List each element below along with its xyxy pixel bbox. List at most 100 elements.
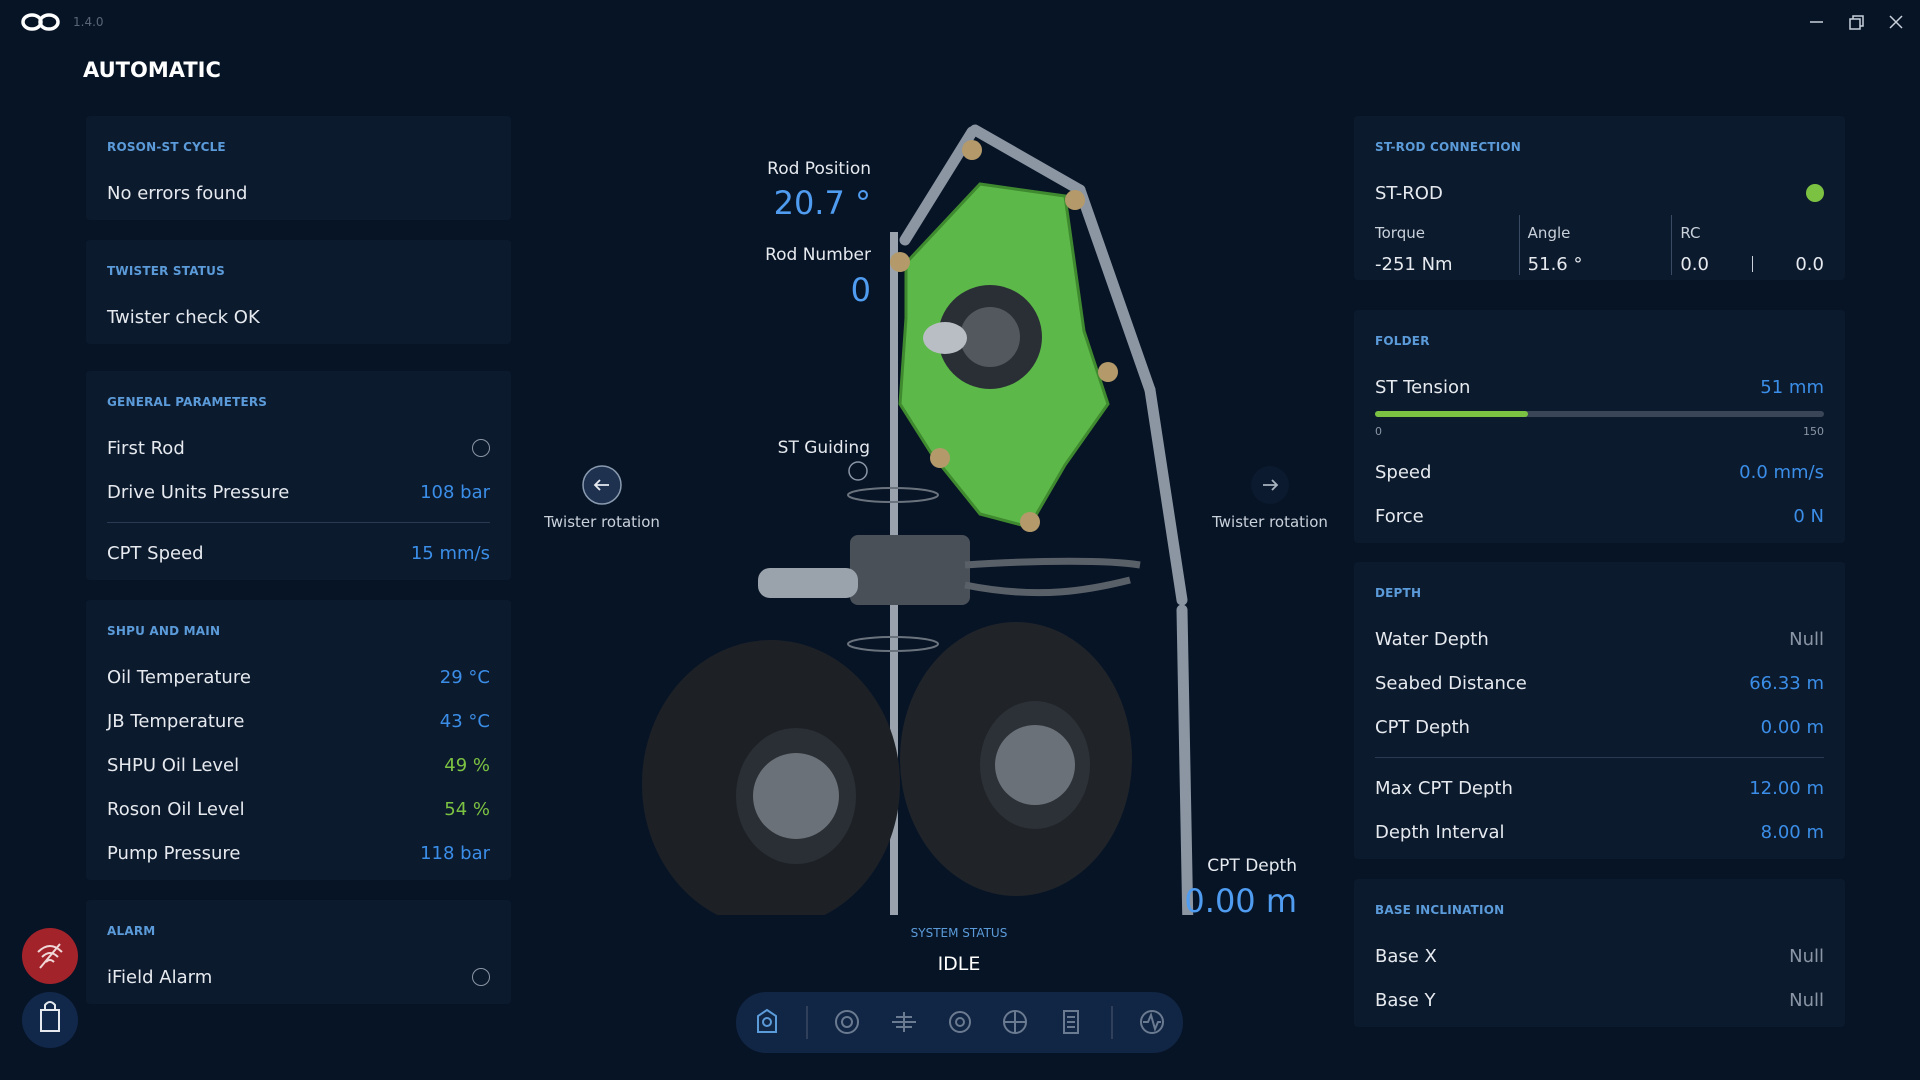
parameter-label: No errors found bbox=[107, 182, 248, 204]
parameter-label: iField Alarm bbox=[107, 966, 213, 988]
parameter-value: Null bbox=[1789, 628, 1824, 650]
metric-value-row: 51.6 ° bbox=[1528, 254, 1672, 275]
panel-body: Twister check OK bbox=[107, 295, 490, 339]
parameter-row: Max CPT Depth 12.00 m bbox=[1375, 766, 1824, 810]
parameter-row: CPT Speed 15 mm/s bbox=[107, 531, 490, 575]
panel: GENERAL PARAMETERS First Rod Drive Units P… bbox=[86, 371, 511, 580]
parameter-value: 0.00 m bbox=[1760, 716, 1824, 738]
gauge-scale: 0 150 bbox=[1375, 425, 1824, 450]
panel-title: ALARM bbox=[107, 924, 156, 938]
parameter-label: First Rod bbox=[107, 437, 185, 459]
panel-body: Water Depth Null Seabed Distance 66.33 m CPT… bbox=[1375, 617, 1824, 854]
twister-left-button[interactable] bbox=[582, 465, 622, 505]
gauge-max: 150 bbox=[1803, 425, 1824, 438]
parameter-value: 8.00 m bbox=[1760, 821, 1824, 843]
parameter-value: Null bbox=[1789, 989, 1824, 1011]
panel-body: Base X Null Base Y Null bbox=[1375, 934, 1824, 1022]
metric-value-row: -251 Nm bbox=[1375, 254, 1519, 275]
panel-body: Oil Temperature 29 °C JB Temperature 43 °C S… bbox=[107, 655, 490, 875]
parameter-value: 66.33 m bbox=[1749, 672, 1824, 694]
metric-label: RC bbox=[1680, 224, 1701, 242]
toolbar-gear[interactable] bbox=[949, 1011, 971, 1033]
parameter-row: Oil Temperature 29 °C bbox=[107, 655, 490, 699]
panel-title: FOLDER bbox=[1375, 334, 1430, 348]
metric-value: 0.0 bbox=[1680, 254, 1709, 275]
toolbar bbox=[736, 992, 1183, 1053]
restore-button[interactable] bbox=[1849, 15, 1864, 30]
panel: ST-ROD CONNECTION ST-ROD Torque -251 Nm Angl… bbox=[1354, 116, 1845, 280]
parameter-label: Base X bbox=[1375, 945, 1437, 967]
row-group: iField Alarm bbox=[107, 955, 490, 999]
logo bbox=[21, 13, 60, 31]
parameter-row: iField Alarm bbox=[107, 955, 490, 999]
parameter-label: Roson Oil Level bbox=[107, 798, 245, 820]
parameter-value: 12.00 m bbox=[1749, 777, 1824, 799]
panel: TWISTER STATUS Twister check OK bbox=[86, 240, 511, 344]
parameter-label: Speed bbox=[1375, 461, 1432, 483]
parameter-value: Null bbox=[1789, 945, 1824, 967]
st-guiding-indicator bbox=[848, 461, 868, 481]
toolbar-twister[interactable] bbox=[1003, 1010, 1027, 1034]
metric: Angle 51.6 ° bbox=[1518, 215, 1672, 275]
st-guiding-label: ST Guiding bbox=[777, 438, 870, 458]
parameter-label: CPT Depth bbox=[1375, 716, 1470, 738]
metric-value-row: 0.0 0.0 bbox=[1680, 254, 1824, 275]
row-group: Speed 0.0 mm/s Force 0 N bbox=[1375, 450, 1824, 538]
parameter-label: JB Temperature bbox=[107, 710, 245, 732]
twister-left-label: Twister rotation bbox=[544, 513, 660, 531]
parameter-value: 29 °C bbox=[439, 666, 490, 688]
twister-right-button[interactable] bbox=[1251, 466, 1289, 504]
rod-number-value: 0 bbox=[850, 271, 871, 309]
metric-value: 0.0 bbox=[1795, 254, 1824, 275]
toolbar-diagnostics[interactable] bbox=[1140, 1010, 1164, 1034]
panel-title: DEPTH bbox=[1375, 586, 1422, 600]
system-status-value: IDLE bbox=[937, 953, 981, 975]
toggle[interactable] bbox=[472, 439, 490, 457]
parameter-label: CPT Speed bbox=[107, 542, 204, 564]
panel-title: ST-ROD CONNECTION bbox=[1375, 140, 1522, 154]
toggle[interactable] bbox=[472, 968, 490, 986]
parameter-row: Force 0 N bbox=[1375, 494, 1824, 538]
twister-right-label: Twister rotation bbox=[1212, 513, 1328, 531]
panel-body: ST Tension 51 mm 0 150 Speed 0.0 mm/s Force 0 N bbox=[1375, 365, 1824, 538]
parameter-row: Seabed Distance 66.33 m bbox=[1375, 661, 1824, 705]
parameter-row: Base Y Null bbox=[1375, 978, 1824, 1022]
connection-row: ST-ROD bbox=[1375, 171, 1824, 215]
toolbar-log[interactable] bbox=[1063, 1010, 1079, 1034]
panel-title: SHPU AND MAIN bbox=[107, 624, 221, 638]
parameter-value: 108 bar bbox=[420, 481, 490, 503]
parameter-row: Pump Pressure 118 bar bbox=[107, 831, 490, 875]
panel-body: First Rod Drive Units Pressure 108 bar CPT … bbox=[107, 426, 490, 575]
toolbar-rotary[interactable] bbox=[835, 1010, 859, 1034]
row-group: First Rod Drive Units Pressure 108 bar bbox=[107, 426, 490, 514]
parameter-row: CPT Depth 0.00 m bbox=[1375, 705, 1824, 749]
gauge-row: ST Tension 51 mm bbox=[1375, 365, 1824, 409]
lock-button[interactable] bbox=[22, 992, 78, 1048]
metrics: Torque -251 Nm Angle 51.6 ° RC 0.0 0.0 bbox=[1375, 215, 1824, 275]
gauge-min: 0 bbox=[1375, 425, 1382, 438]
parameter-row: JB Temperature 43 °C bbox=[107, 699, 490, 743]
metric-value: -251 Nm bbox=[1375, 254, 1453, 275]
gauge-value: 51 mm bbox=[1760, 376, 1824, 398]
toolbar-folder[interactable] bbox=[892, 1012, 916, 1032]
row-group: Twister check OK bbox=[107, 295, 490, 339]
parameter-value: 0.0 mm/s bbox=[1739, 461, 1824, 483]
parameter-value: 43 °C bbox=[439, 710, 490, 732]
parameter-label: Water Depth bbox=[1375, 628, 1489, 650]
parameter-label: Force bbox=[1375, 505, 1424, 527]
gauge-track bbox=[1375, 411, 1824, 417]
parameter-row: Speed 0.0 mm/s bbox=[1375, 450, 1824, 494]
row-group: Oil Temperature 29 °C JB Temperature 43 °C S… bbox=[107, 655, 490, 875]
system-status-label: SYSTEM STATUS bbox=[910, 926, 1008, 940]
parameter-label: Base Y bbox=[1375, 989, 1436, 1011]
close-button[interactable] bbox=[1889, 15, 1903, 29]
metric-separator bbox=[1751, 256, 1753, 272]
parameter-value: 118 bar bbox=[420, 842, 490, 864]
toolbar-automatic[interactable] bbox=[757, 1008, 777, 1033]
parameter-row: First Rod bbox=[107, 426, 490, 470]
wifi-button[interactable] bbox=[22, 928, 78, 984]
row-group: Water Depth Null Seabed Distance 66.33 m CPT… bbox=[1375, 617, 1824, 749]
parameter-row: Roson Oil Level 54 % bbox=[107, 787, 490, 831]
parameter-label: Oil Temperature bbox=[107, 666, 251, 688]
